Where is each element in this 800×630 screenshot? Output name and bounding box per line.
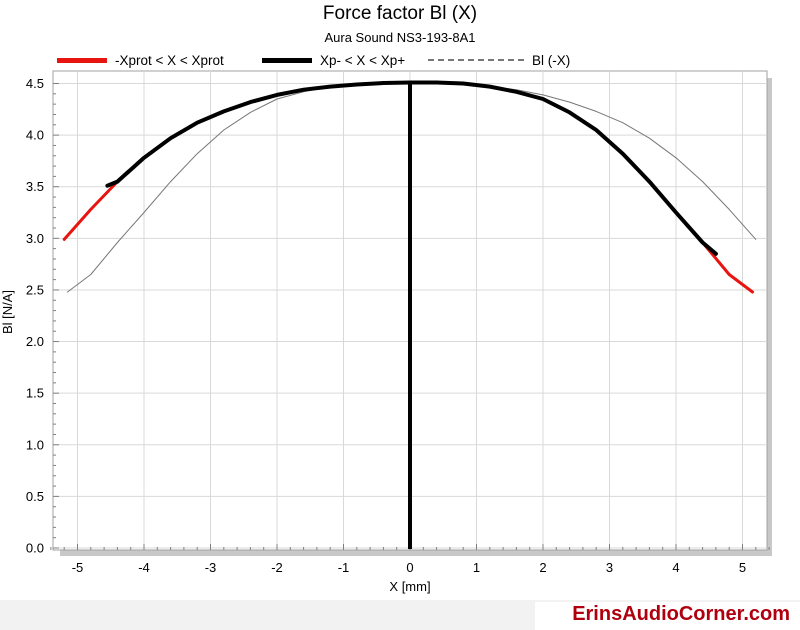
footer-box <box>535 602 800 630</box>
chart-subtitle: Aura Sound NS3-193-8A1 <box>324 30 476 45</box>
legend-swatch-xprot <box>57 57 107 63</box>
chart-title: Force factor Bl (X) <box>322 3 478 24</box>
x-tick-label: 3 <box>606 560 613 575</box>
legend: -Xprot < X < Xprot Xp- < X < Xp+ Bl (-X) <box>0 50 800 70</box>
y-tick-label: 2.0 <box>26 334 44 349</box>
x-tick-label: 1 <box>473 560 480 575</box>
y-tick-label: 0.0 <box>26 541 44 556</box>
x-tick-label: 2 <box>539 560 546 575</box>
y-tick-label: 4.5 <box>26 76 44 91</box>
x-tick-label: -5 <box>72 560 84 575</box>
x-tick-label: -1 <box>338 560 350 575</box>
axis-ticks <box>50 83 770 550</box>
legend-swatch-xp <box>262 57 312 63</box>
chart-canvas: -5 -4 -3 -2 -1 0 1 2 3 4 5 0.0 0.5 1.0 1.5 2.0 2.5 3.0 3.5… <box>0 70 772 594</box>
x-axis-label: X [mm] <box>389 579 430 594</box>
legend-item-xp: Xp- < X < Xp+ <box>262 50 405 70</box>
legend-label-xprot: -Xprot < X < Xprot <box>115 52 224 68</box>
y-tick-label: 2.5 <box>26 282 44 297</box>
x-tick-label: -3 <box>205 560 217 575</box>
x-tick-label: -2 <box>271 560 283 575</box>
x-tick-label: 0 <box>406 560 413 575</box>
tick-labels: -5 -4 -3 -2 -1 0 1 2 3 4 5 0.0 0.5 1.0 1.5 2.0 2.5 3.0 3.5… <box>26 76 746 575</box>
brand-watermark: ErinsAudioCorner.com <box>572 603 790 625</box>
legend-item-bl-neg: Bl (-X) <box>428 50 570 70</box>
x-tick-label: -4 <box>138 560 150 575</box>
y-tick-label: 1.5 <box>26 386 44 401</box>
legend-label-xp: Xp- < X < Xp+ <box>320 52 406 68</box>
legend-item-xprot: -Xprot < X < Xprot <box>57 50 224 70</box>
y-axis-label: Bl [N/A] <box>0 290 15 334</box>
legend-label-bl-neg: Bl (-X) <box>532 52 571 68</box>
y-tick-label: 0.5 <box>26 489 44 504</box>
y-tick-label: 3.0 <box>26 231 44 246</box>
series-layer <box>62 80 757 549</box>
legend-swatch-bl-neg <box>428 59 524 61</box>
x-tick-label: 5 <box>739 560 746 575</box>
x-tick-label: 4 <box>672 560 679 575</box>
y-tick-label: 3.5 <box>26 179 44 194</box>
y-tick-label: 1.0 <box>26 437 44 452</box>
y-tick-label: 4.0 <box>26 128 44 143</box>
